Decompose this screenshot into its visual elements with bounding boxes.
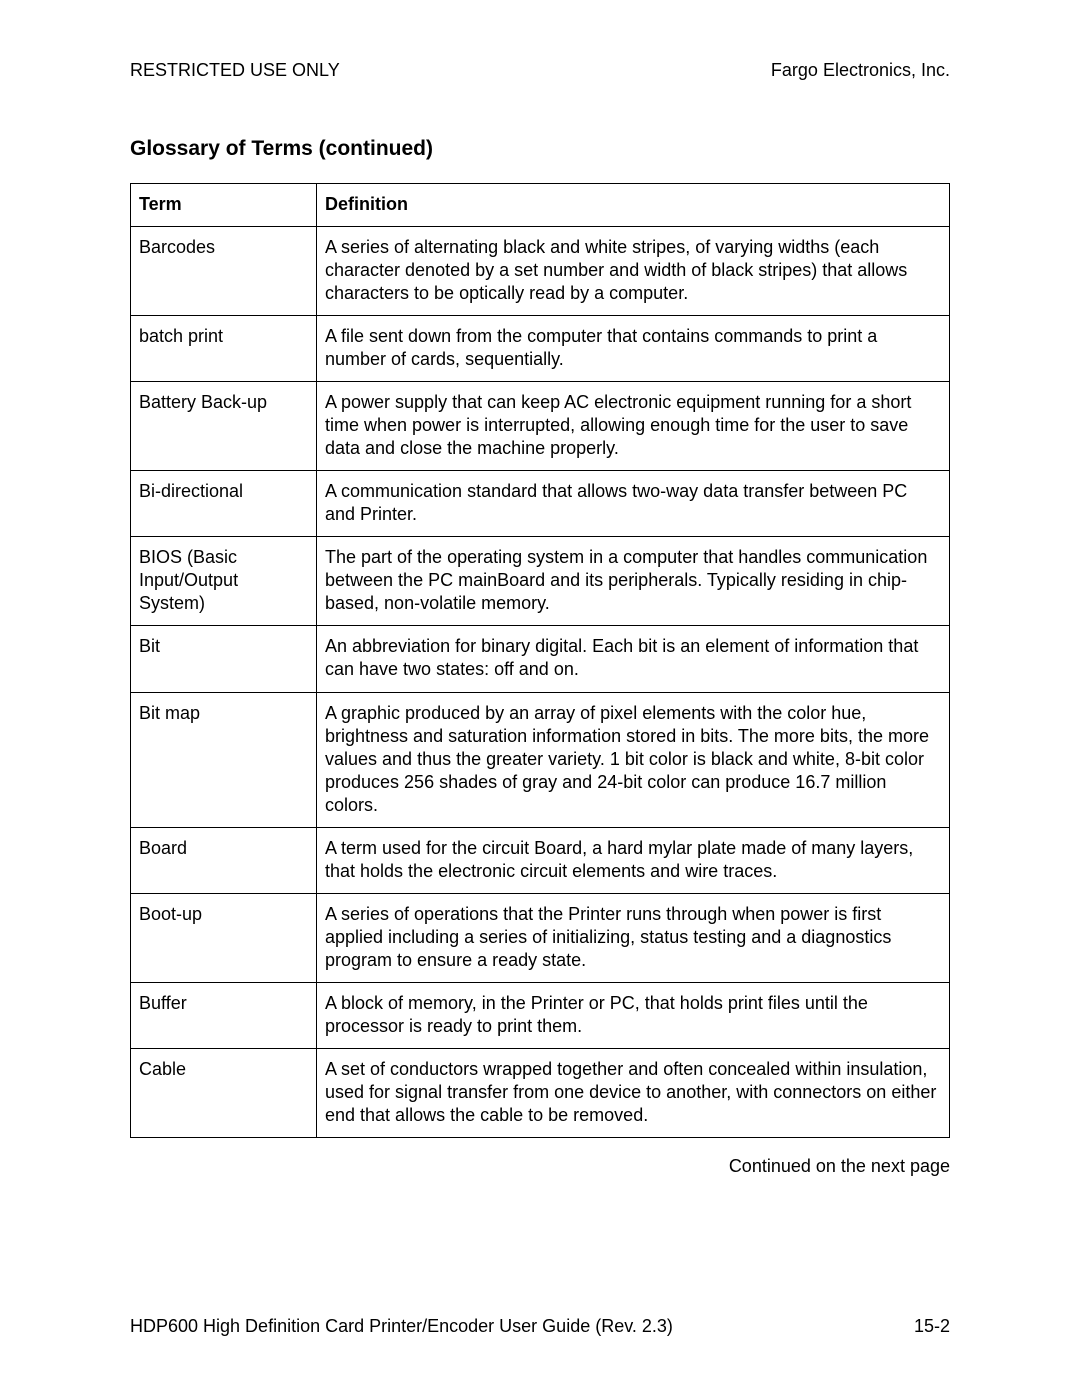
definition-cell: A block of memory, in the Printer or PC,… [317,982,950,1048]
table-row: BIOS (Basic Input/Output System) The par… [131,537,950,626]
definition-cell: A series of alternating black and white … [317,227,950,316]
document-page: RESTRICTED USE ONLY Fargo Electronics, I… [0,0,1080,1397]
definition-cell: A term used for the circuit Board, a har… [317,827,950,893]
column-header-term: Term [131,184,317,227]
definition-cell: A series of operations that the Printer … [317,893,950,982]
continued-note: Continued on the next page [130,1156,950,1177]
page-footer: HDP600 High Definition Card Printer/Enco… [130,1316,950,1337]
definition-cell: The part of the operating system in a co… [317,537,950,626]
column-header-definition: Definition [317,184,950,227]
table-row: Buffer A block of memory, in the Printer… [131,982,950,1048]
definition-cell: A set of conductors wrapped together and… [317,1048,950,1137]
table-row: Board A term used for the circuit Board,… [131,827,950,893]
definition-cell: A file sent down from the computer that … [317,316,950,382]
term-cell: Barcodes [131,227,317,316]
term-cell: Boot-up [131,893,317,982]
table-row: Boot-up A series of operations that the … [131,893,950,982]
definition-cell: A communication standard that allows two… [317,471,950,537]
definition-cell: An abbreviation for binary digital. Each… [317,626,950,692]
term-cell: Board [131,827,317,893]
table-header-row: Term Definition [131,184,950,227]
table-row: Barcodes A series of alternating black a… [131,227,950,316]
term-cell: Bit map [131,692,317,827]
table-row: Bi-directional A communication standard … [131,471,950,537]
term-cell: batch print [131,316,317,382]
page-header: RESTRICTED USE ONLY Fargo Electronics, I… [130,60,950,81]
term-cell: Bi-directional [131,471,317,537]
table-row: batch print A file sent down from the co… [131,316,950,382]
term-cell: Buffer [131,982,317,1048]
header-left: RESTRICTED USE ONLY [130,60,340,81]
section-title: Glossary of Terms (continued) [130,137,950,161]
table-row: Cable A set of conductors wrapped togeth… [131,1048,950,1137]
table-row: Bit map A graphic produced by an array o… [131,692,950,827]
glossary-table: Term Definition Barcodes A series of alt… [130,183,950,1138]
term-cell: Cable [131,1048,317,1137]
header-right: Fargo Electronics, Inc. [771,60,950,81]
definition-cell: A power supply that can keep AC electron… [317,382,950,471]
term-cell: Bit [131,626,317,692]
term-cell: Battery Back-up [131,382,317,471]
table-row: Battery Back-up A power supply that can … [131,382,950,471]
table-row: Bit An abbreviation for binary digital. … [131,626,950,692]
definition-cell: A graphic produced by an array of pixel … [317,692,950,827]
term-cell: BIOS (Basic Input/Output System) [131,537,317,626]
footer-left: HDP600 High Definition Card Printer/Enco… [130,1316,673,1337]
footer-page-number: 15-2 [914,1316,950,1337]
